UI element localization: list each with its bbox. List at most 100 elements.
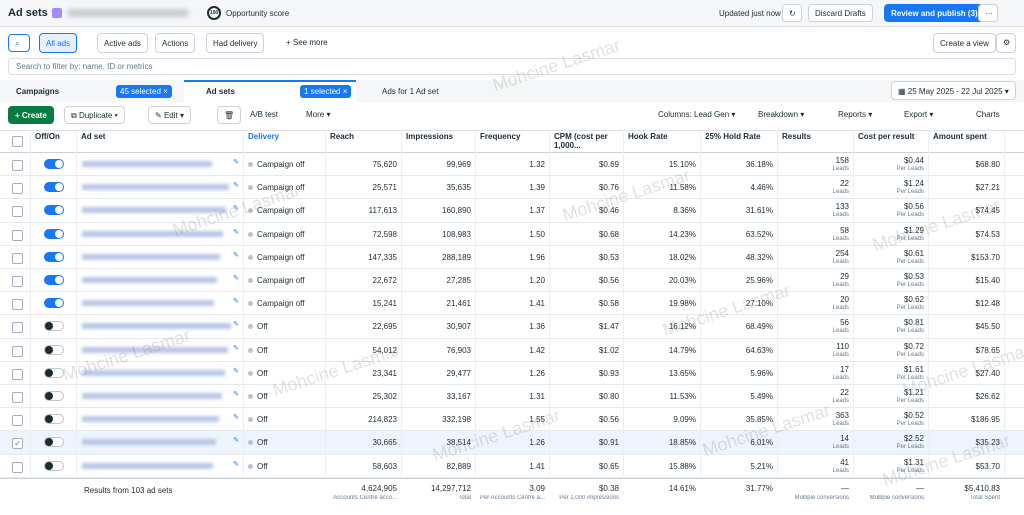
ad-set-name-blurred[interactable] [82,277,217,283]
column-header[interactable]: Frequency [475,132,549,152]
view-button[interactable]: Active ads [97,33,148,53]
more-button[interactable]: ··· [978,4,998,22]
reports-button[interactable]: Reports ▾ [832,106,879,124]
toggle[interactable] [44,414,64,425]
row-checkbox[interactable] [12,183,23,195]
column-header[interactable]: Ad set [76,132,243,152]
view-button[interactable]: Actions [155,33,196,53]
toggle-knob [45,392,53,400]
toggle[interactable] [44,205,64,216]
settings-button[interactable]: ⚙ [996,33,1016,53]
view-button[interactable]: All ads [39,33,78,53]
date-picker[interactable]: ▦ 25 May 2025 - 22 Jul 2025 ▾ [891,81,1016,100]
row-checkbox[interactable] [12,206,23,218]
ad-set-name-blurred[interactable] [82,369,225,376]
metric-cell: 1.37 [529,206,545,216]
column-header[interactable]: Impressions [401,132,475,152]
more-menu[interactable]: More ▾ [300,106,337,124]
column-header[interactable]: Hook Rate [623,132,700,152]
row-checkbox[interactable] [12,461,23,473]
ad-set-name-blurred[interactable] [82,300,214,307]
toggle[interactable] [44,275,64,285]
charts-button[interactable]: Charts [970,106,1006,124]
toggle[interactable] [44,460,64,471]
row-checkbox[interactable] [12,276,23,287]
row-checkbox[interactable] [12,252,23,264]
column-header[interactable]: 25% Hold Rate [700,132,777,152]
ad-set-name-blurred[interactable] [82,184,229,191]
row-checkbox[interactable] [12,392,23,403]
view-button[interactable]: + See more [286,38,328,47]
toggle[interactable] [44,251,64,262]
columns-button[interactable]: Columns: Lead Gen ▾ [652,106,742,124]
metric-subtext: Leads [832,212,849,219]
metric-cell: $0.68 [598,229,619,239]
export-button[interactable]: Export ▾ [898,106,940,124]
metric-cell: 33,167 [446,392,471,401]
toggle[interactable] [44,344,64,355]
metric-subtext: Per Leads [896,351,924,358]
toggle[interactable] [44,367,64,378]
column-header[interactable]: Reach [325,132,401,152]
campaigns-selected-chip[interactable]: 45 selected × [116,85,172,98]
toggle[interactable] [44,391,64,401]
edit-button[interactable]: ✎ Edit ▾ [148,106,191,124]
column-header[interactable]: Amount spent [928,132,1004,152]
metric-cell: 288,189 [442,252,471,262]
column-header[interactable]: Off/On [30,132,76,152]
create-button[interactable]: + Create [8,106,54,124]
row-checkbox[interactable] [12,345,23,357]
refresh-button[interactable]: ↻ [782,4,802,22]
edit-icon: ✎ [233,251,239,259]
metric-cell: 14.23% [668,229,696,239]
ad-set-name-blurred[interactable] [82,393,222,399]
toggle[interactable] [44,321,64,332]
ad-set-name-blurred[interactable] [82,416,219,423]
row-checkbox[interactable] [12,160,23,171]
metric-cell: $26.62 [975,392,1000,401]
row-checkbox[interactable] [12,415,23,427]
ad-set-name-blurred[interactable] [82,346,228,353]
search-placeholder: Search to filter by: name, ID or metrics [16,62,153,71]
ad-set-name-blurred[interactable] [82,207,226,214]
toggle[interactable] [44,182,64,193]
ads-tab-label[interactable]: Ads for 1 Ad set [382,87,439,96]
metric-cell: 1.31 [529,392,545,401]
toggle[interactable] [44,437,64,448]
column-header[interactable]: Cost per result [853,132,928,152]
metric-subtext: Per Leads [896,282,924,288]
ad-set-name-blurred[interactable] [82,439,216,446]
column-header[interactable]: Delivery [243,132,325,152]
ad-set-name-blurred[interactable] [82,230,223,237]
discard-button[interactable]: Discard Drafts [808,4,873,22]
adsets-selected-chip[interactable]: 1 selected × [300,85,352,98]
ad-set-name-blurred[interactable] [82,161,212,167]
header-checkbox[interactable] [12,136,23,147]
search-box[interactable] [8,58,1016,75]
delete-button[interactable]: 🗑 [217,106,242,124]
column-header[interactable]: CPM (cost per 1,000... [549,132,623,152]
metric-cell: $74.53 [975,229,1000,239]
row-checkbox[interactable] [12,299,23,311]
publish-label: Review and publish (3) [891,9,978,18]
column-header[interactable]: Results [777,132,853,152]
breakdown-button[interactable]: Breakdown ▾ [752,106,811,124]
row-checkbox[interactable]: ✓ [12,438,23,450]
toggle[interactable] [44,298,64,309]
ab-test-button[interactable]: A/B test [244,106,285,124]
view-button[interactable]: Had delivery [206,33,265,53]
discard-label: Discard Drafts [815,9,866,18]
publish-button[interactable]: Review and publish (3) [884,4,985,22]
ad-set-name-blurred[interactable] [82,462,213,469]
toggle[interactable] [44,228,64,239]
row-checkbox[interactable] [12,229,23,241]
duplicate-button[interactable]: ⧉ Duplicate ▾ [64,106,125,124]
ad-set-name-blurred[interactable] [82,323,231,330]
ad-set-name-blurred[interactable] [82,253,220,260]
create-view-button[interactable]: Create a view [933,33,996,53]
row-checkbox[interactable] [12,368,23,380]
search-button[interactable]: ⌕ [8,34,30,52]
row-checkbox[interactable] [12,322,23,334]
score-label[interactable]: Opportunity score [226,9,290,18]
toggle[interactable] [44,159,64,169]
